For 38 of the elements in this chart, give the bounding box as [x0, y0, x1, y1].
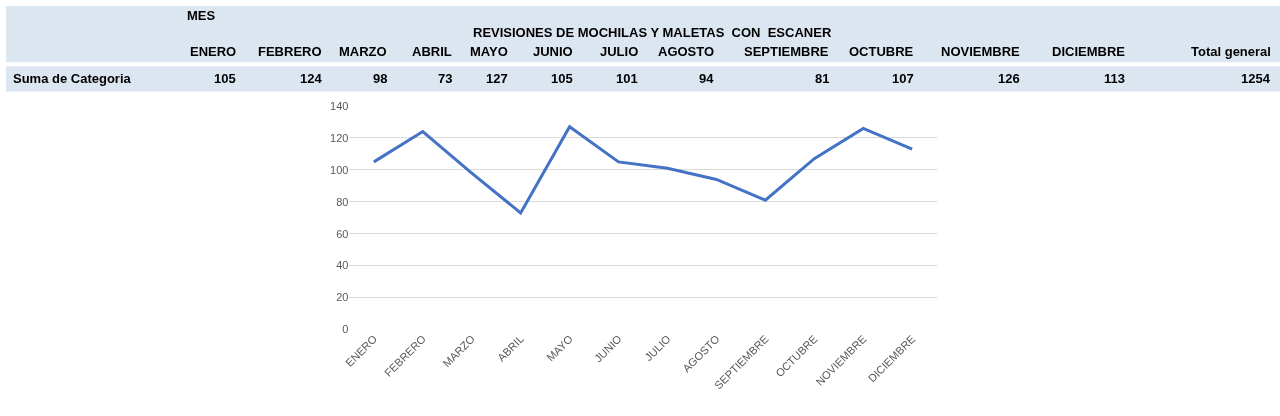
text: DICIEMBRE — [1052, 44, 1126, 59]
text: Suma de Categoria — [13, 71, 132, 86]
text: MES — [187, 8, 216, 23]
text: 73 — [438, 71, 453, 86]
text: OCTUBRE — [849, 44, 914, 59]
y-tick-label: 100 — [330, 163, 349, 176]
text: Total general — [1191, 44, 1271, 59]
text: 126 — [998, 71, 1020, 86]
y-tick-label: 40 — [336, 259, 349, 272]
y-tick-label: 60 — [336, 227, 349, 240]
text: ABRIL — [412, 44, 452, 59]
text: 105 — [551, 71, 573, 86]
y-tick-label: 0 — [342, 323, 349, 336]
text: SEPTIEMBRE — [744, 44, 829, 59]
text: 127 — [486, 71, 508, 86]
text: 98 — [373, 71, 388, 86]
y-tick-label: 20 — [336, 291, 349, 304]
text: JULIO — [600, 44, 639, 59]
text: 105 — [214, 71, 236, 86]
text: 124 — [300, 71, 323, 86]
text: MAYO — [470, 44, 508, 59]
text: MARZO — [339, 44, 387, 59]
text: 107 — [892, 71, 914, 86]
text: AGOSTO — [658, 44, 715, 59]
text: 1254 — [1241, 71, 1271, 86]
text: NOVIEMBRE — [941, 44, 1021, 59]
line-series — [372, 125, 914, 215]
text: 113 — [1104, 71, 1125, 86]
text: 81 — [815, 71, 830, 86]
text: 101 — [616, 71, 638, 86]
y-tick-label: 80 — [336, 195, 349, 208]
y-tick-label: 140 — [330, 99, 349, 112]
text: ENERO — [190, 44, 237, 59]
y-tick-label: 120 — [330, 131, 349, 144]
text: REVISIONES DE MOCHILAS Y MALETAS CON ESCANER — [473, 25, 832, 40]
text: 94 — [699, 71, 715, 86]
text: JUNIO — [533, 44, 573, 59]
text: FEBRERO — [258, 44, 322, 59]
